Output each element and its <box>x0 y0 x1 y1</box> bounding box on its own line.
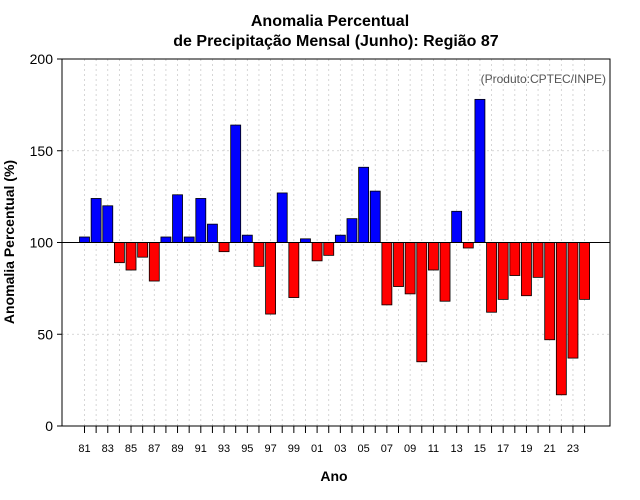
x-tick-label: 93 <box>218 443 230 455</box>
bar-2008 <box>393 242 404 287</box>
x-tick-label: 21 <box>544 443 556 455</box>
bar-2003 <box>334 234 346 243</box>
x-tick-label: 09 <box>404 443 416 455</box>
bar-2021 <box>544 242 556 341</box>
bar-2007 <box>381 242 393 306</box>
x-tick-label: 23 <box>567 443 579 455</box>
bar-2014 <box>462 242 474 249</box>
x-tick-label: 19 <box>520 443 532 455</box>
bar-1998 <box>276 192 288 243</box>
x-tick-label: 91 <box>195 443 207 455</box>
bar-2006 <box>369 190 381 243</box>
x-tick-label: 13 <box>451 443 463 455</box>
x-tick-label: 07 <box>381 443 393 455</box>
y-tick-label: 0 <box>45 418 53 434</box>
bar-2020 <box>532 242 544 278</box>
x-tick-label: 89 <box>171 443 183 455</box>
bar-1990 <box>183 236 195 243</box>
x-tick-label: 97 <box>264 443 276 455</box>
x-axis-label: Ano <box>320 468 347 484</box>
x-tick-label: 81 <box>78 443 90 455</box>
bar-2001 <box>311 242 323 262</box>
bar-1981 <box>79 236 90 243</box>
bar-1999 <box>288 242 300 298</box>
x-tick-label: 99 <box>288 443 300 455</box>
y-tick-label: 100 <box>30 235 54 251</box>
chart-title-line2: de Precipitação Mensal (Junho): Região 8… <box>173 33 499 50</box>
bar-2022 <box>555 242 567 396</box>
bars <box>79 98 590 396</box>
x-tick-label: 95 <box>241 443 253 455</box>
bar-2009 <box>404 242 416 295</box>
bar-1989 <box>172 194 183 243</box>
y-axis-label: Anomalia Percentual (%) <box>1 160 17 324</box>
bar-2019 <box>521 242 532 297</box>
y-tick-label: 200 <box>30 51 54 67</box>
y-tick-label: 50 <box>37 326 53 342</box>
bar-1996 <box>253 242 265 267</box>
x-tick-label: 87 <box>148 443 160 455</box>
bar-1995 <box>241 234 253 243</box>
x-tick-label: 11 <box>428 443 439 455</box>
bar-2023 <box>567 242 579 359</box>
bar-1984 <box>113 242 125 264</box>
bar-1987 <box>148 242 160 282</box>
bar-2018 <box>509 242 521 276</box>
bar-2016 <box>486 242 497 313</box>
y-tick-label: 150 <box>30 143 54 159</box>
x-axis: 81 83 85 87 89 91 93 95 97 99 01 03 05 07 09 11 13 15 17 19… <box>78 426 586 455</box>
bar-1985 <box>125 242 137 271</box>
chart-title-line1: Anomalia Percentual <box>251 13 409 30</box>
bar-1997 <box>265 242 276 315</box>
bar-1988 <box>160 236 172 243</box>
bar-2005 <box>358 166 370 243</box>
bar-2017 <box>497 242 509 300</box>
grid-lines <box>62 58 610 427</box>
bar-2024 <box>579 242 590 300</box>
bar-2010 <box>416 242 428 363</box>
x-tick-label: 85 <box>125 443 137 455</box>
y-axis: 0 50 100 150 200 <box>30 51 62 434</box>
x-tick-label: 17 <box>497 443 509 455</box>
bar-1983 <box>102 205 114 243</box>
source-annotation: (Produto:CPTEC/INPE) <box>481 72 606 86</box>
bar-2011 <box>427 242 439 271</box>
bar-1994 <box>230 124 242 243</box>
bar-2002 <box>323 242 335 256</box>
bar-2000 <box>300 238 311 243</box>
x-tick-label: 03 <box>334 443 346 455</box>
x-tick-label: 83 <box>102 443 114 455</box>
bar-2004 <box>346 218 358 243</box>
bar-1991 <box>195 198 207 243</box>
bar-1992 <box>207 223 218 243</box>
bar-2015 <box>474 98 486 243</box>
bar-2013 <box>451 210 463 243</box>
bar-1982 <box>90 198 102 243</box>
x-tick-label: 01 <box>311 443 323 455</box>
x-tick-label: 05 <box>357 443 369 455</box>
bar-1986 <box>137 242 149 258</box>
bar-1993 <box>218 242 230 253</box>
bar-2012 <box>439 242 451 302</box>
x-tick-label: 15 <box>474 443 486 455</box>
